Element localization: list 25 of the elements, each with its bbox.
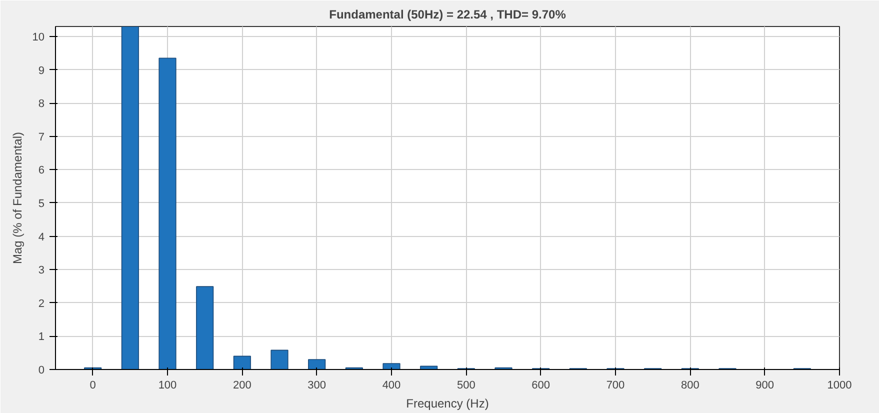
x-tick-label: 200 bbox=[232, 380, 252, 392]
y-tick-label: 1 bbox=[38, 331, 45, 344]
y-tick-label: 0 bbox=[38, 364, 45, 376]
x-tick-label: 600 bbox=[532, 380, 550, 392]
x-tick-label: 500 bbox=[456, 380, 476, 392]
y-tick-label: 10 bbox=[32, 31, 45, 44]
y-tick-label: 4 bbox=[38, 231, 45, 244]
x-tick-label: 300 bbox=[308, 380, 326, 392]
y-tick-label: 6 bbox=[38, 164, 45, 177]
x-tick-label: 700 bbox=[606, 380, 625, 392]
x-tick-label: 100 bbox=[158, 380, 177, 392]
x-tick-label: 1000 bbox=[827, 380, 852, 392]
y-tick-label: 5 bbox=[38, 198, 45, 210]
y-axis-title: Mag (% of Fundamental) bbox=[10, 132, 24, 264]
x-tick-label: 400 bbox=[382, 380, 401, 392]
x-tick-label: 0 bbox=[90, 380, 96, 392]
y-tick-label: 3 bbox=[38, 264, 45, 277]
y-tick-label: 2 bbox=[38, 298, 45, 310]
x-tick-label: 900 bbox=[756, 380, 774, 392]
x-axis-title: Frequency (Hz) bbox=[406, 396, 489, 410]
y-tick-label: 7 bbox=[38, 131, 45, 144]
x-tick-label: 800 bbox=[680, 380, 700, 392]
chart-title: Fundamental (50Hz) = 22.54 , THD= 9.70% bbox=[329, 8, 566, 22]
y-tick-label: 9 bbox=[38, 64, 45, 77]
y-tick-label: 8 bbox=[38, 98, 45, 110]
